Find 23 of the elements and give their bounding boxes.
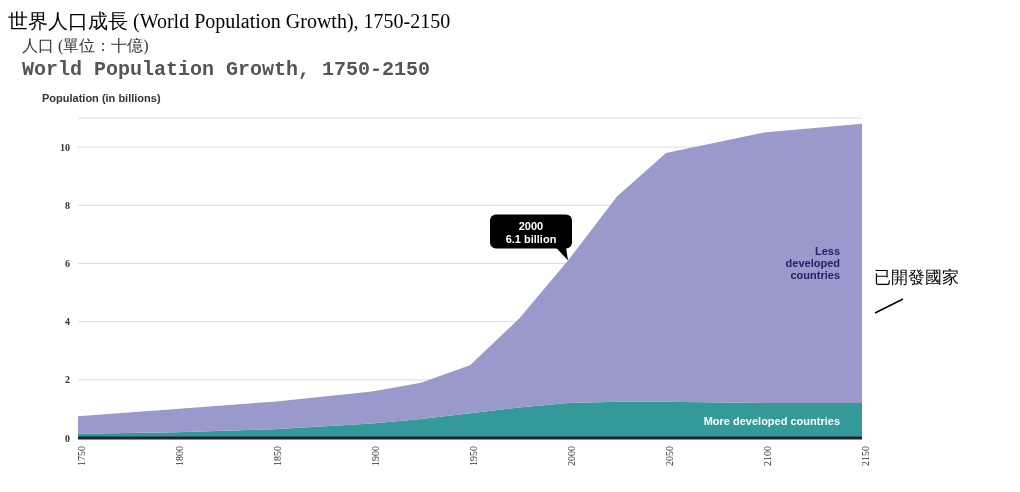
chart-title: 世界人口成長 (World Population Growth), 1750-2150 bbox=[8, 9, 452, 34]
y-tick-label: 4 bbox=[65, 316, 70, 328]
y-axis-title: Population (in billions) bbox=[42, 92, 161, 104]
x-tick-label: 2150 bbox=[860, 446, 872, 466]
x-tick-label: 1850 bbox=[272, 446, 284, 466]
x-tick-label: 1950 bbox=[468, 446, 480, 466]
x-tick-label: 1800 bbox=[174, 446, 186, 466]
y-tick-label: 6 bbox=[65, 258, 70, 269]
text: 已開發國家 bbox=[874, 267, 959, 289]
x-tick-label: 2100 bbox=[762, 446, 774, 466]
y-tick-label: 10 bbox=[60, 141, 70, 153]
series-label: Less developed countries bbox=[785, 245, 840, 282]
x-tick-label: 2000 bbox=[566, 446, 578, 466]
x-tick-label: 1900 bbox=[370, 446, 382, 466]
series-label: More developed countries bbox=[703, 414, 840, 427]
x-tick-label: 1750 bbox=[76, 446, 88, 466]
text: 人口 (單位：十億) bbox=[22, 36, 149, 57]
annotation: 2000 6.1 billion bbox=[505, 219, 557, 245]
chart-subtitle: World Population Growth, 1750-2150 bbox=[22, 58, 431, 81]
y-tick-label: 0 bbox=[65, 432, 70, 444]
y-tick-label: 2 bbox=[65, 374, 70, 386]
x-tick-label: 2050 bbox=[664, 446, 676, 466]
y-tick-label: 8 bbox=[65, 199, 70, 211]
